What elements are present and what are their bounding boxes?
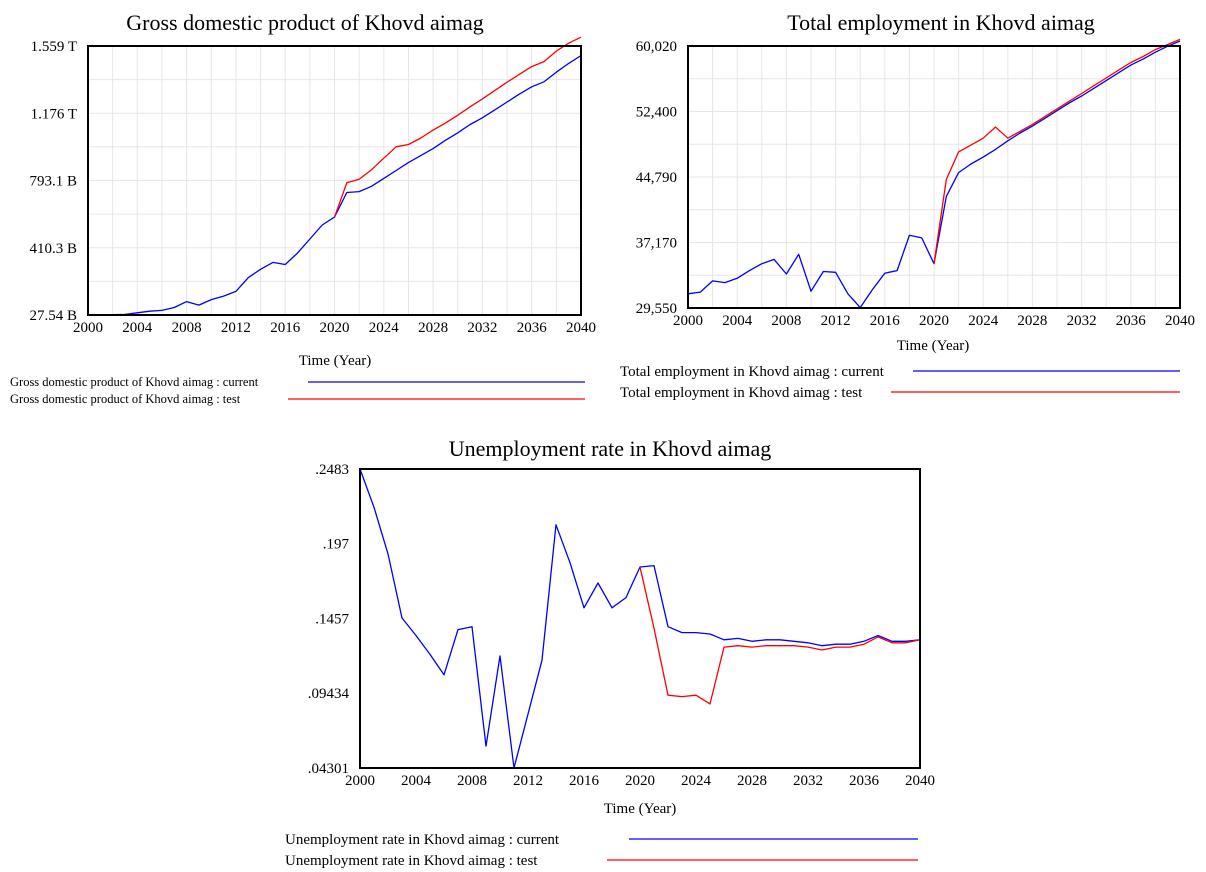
unemployment-legend-test-label: Unemployment rate in Khovd aimag : test	[285, 853, 538, 869]
employment-x-tick-label: 2024	[968, 313, 999, 329]
gdp-x-tick-label: 2000	[73, 320, 103, 336]
employment-plot-area	[687, 38, 1181, 309]
gdp-y-tick-label: 1.559 T	[31, 39, 77, 55]
unemployment-y-tick-label: .197	[323, 537, 350, 553]
gdp-x-tick-label: 2024	[369, 320, 400, 336]
unemployment-x-tick-label: 2032	[793, 773, 823, 789]
employment-x-tick-label: 2000	[673, 313, 703, 329]
gdp-y-tick-label: 793.1 B	[29, 174, 77, 190]
unemployment-x-tick-label: 2004	[401, 773, 432, 789]
employment-x-tick-label: 2012	[821, 313, 851, 329]
unemployment-chart-xlabel: Time (Year)	[604, 801, 677, 817]
employment-x-tick-label: 2008	[771, 313, 801, 329]
gdp-x-tick-label: 2020	[320, 320, 350, 336]
unemployment-x-tick-label: 2024	[681, 773, 712, 789]
gdp-x-tick-label: 2016	[270, 320, 301, 336]
employment-y-tick-label: 60,020	[636, 39, 677, 55]
employment-y-tick-label: 52,400	[636, 105, 677, 121]
employment-x-tick-label: 2028	[1017, 313, 1047, 329]
employment-y-tick-label: 37,170	[636, 235, 677, 251]
employment-x-tick-label: 2040	[1165, 313, 1195, 329]
gdp-chart-title: Gross domestic product of Khovd aimag	[126, 10, 483, 35]
gdp-legend-current-label: Gross domestic product of Khovd aimag : …	[10, 375, 259, 389]
unemployment-x-tick-label: 2040	[905, 773, 935, 789]
unemployment-x-tick-label: 2012	[513, 773, 543, 789]
gdp-y-tick-label: 1.176 T	[31, 106, 77, 122]
unemployment-series-current-line	[359, 468, 921, 769]
unemployment-x-tick-label: 2016	[569, 773, 600, 789]
employment-y-tick-label: 29,550	[636, 301, 677, 317]
unemployment-plot-frame	[359, 468, 921, 769]
employment-chart-xlabel: Time (Year)	[897, 338, 970, 354]
gdp-x-tick-label: 2036	[517, 320, 548, 336]
gdp-x-tick-label: 2040	[566, 320, 596, 336]
unemployment-x-tick-label: 2036	[849, 773, 880, 789]
unemployment-x-tick-label: 2008	[457, 773, 487, 789]
gdp-x-tick-label: 2012	[221, 320, 251, 336]
gdp-chart: Gross domestic product of Khovd aimag Ti…	[10, 10, 596, 406]
gdp-x-tick-label: 2032	[467, 320, 497, 336]
gdp-plot-frame	[87, 45, 582, 316]
gdp-x-tick-label: 2004	[122, 320, 153, 336]
employment-x-tick-label: 2036	[1116, 313, 1147, 329]
employment-legend-test-label: Total employment in Khovd aimag : test	[620, 385, 863, 401]
unemployment-chart: Unemployment rate in Khovd aimag Time (Y…	[285, 436, 935, 869]
unemployment-chart-legend: Unemployment rate in Khovd aimag : curre…	[285, 832, 918, 869]
gdp-x-tick-label: 2008	[172, 320, 202, 336]
unemployment-x-tick-label: 2028	[737, 773, 767, 789]
unemployment-chart-title: Unemployment rate in Khovd aimag	[449, 436, 772, 461]
unemployment-x-tick-label: 2000	[345, 773, 375, 789]
employment-y-tick-label: 44,790	[636, 170, 677, 186]
unemployment-y-tick-label: .1457	[315, 611, 349, 627]
employment-legend-current-label: Total employment in Khovd aimag : curren…	[620, 364, 885, 380]
gdp-y-tick-label: 27.54 B	[29, 308, 77, 324]
employment-chart-legend: Total employment in Khovd aimag : curren…	[620, 364, 1180, 401]
employment-series-test-line	[933, 38, 1181, 264]
gdp-plot-area	[87, 36, 582, 316]
unemployment-plot-area	[359, 468, 921, 769]
unemployment-y-tick-label: .09434	[308, 686, 350, 702]
unemployment-series-test-line	[639, 566, 921, 705]
gdp-legend-test-label: Gross domestic product of Khovd aimag : …	[10, 392, 241, 406]
unemployment-x-tick-label: 2020	[625, 773, 655, 789]
gdp-x-tick-label: 2028	[418, 320, 448, 336]
employment-chart: Total employment in Khovd aimag Time (Ye…	[620, 10, 1195, 401]
employment-x-tick-label: 2004	[722, 313, 753, 329]
employment-plot-frame	[687, 45, 1181, 309]
gdp-y-tick-label: 410.3 B	[29, 241, 77, 257]
gdp-chart-legend: Gross domestic product of Khovd aimag : …	[10, 375, 585, 406]
gdp-chart-xlabel: Time (Year)	[299, 353, 372, 369]
unemployment-y-tick-label: .04301	[308, 761, 349, 777]
unemployment-legend-current-label: Unemployment rate in Khovd aimag : curre…	[285, 832, 560, 848]
unemployment-y-tick-label: .2483	[315, 462, 349, 478]
employment-x-tick-label: 2016	[870, 313, 901, 329]
employment-x-tick-label: 2020	[919, 313, 949, 329]
employment-chart-title: Total employment in Khovd aimag	[787, 10, 1095, 35]
employment-x-tick-label: 2032	[1067, 313, 1097, 329]
gdp-series-test-line	[333, 36, 582, 218]
